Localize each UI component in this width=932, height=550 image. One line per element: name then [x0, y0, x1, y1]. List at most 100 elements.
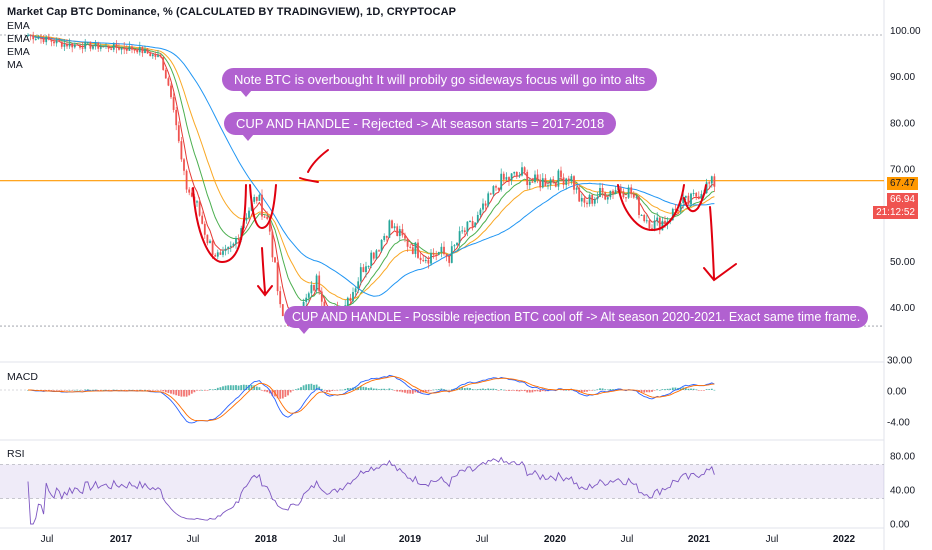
macd-histogram-bar [414, 390, 417, 393]
macd-histogram-bar [479, 388, 482, 390]
annotation-cup-handle-2021[interactable]: CUP AND HANDLE - Possible rejection BTC … [284, 306, 869, 334]
macd-histogram-bar [409, 390, 412, 394]
macd-histogram-bar [510, 390, 513, 391]
macd-histogram-bar [71, 390, 74, 391]
candle-body [183, 159, 185, 171]
macd-histogram-bar [289, 390, 292, 393]
macd-histogram-bar [99, 390, 102, 391]
candle-body [528, 181, 531, 186]
macd-histogram-bar [700, 390, 703, 391]
candle-body [578, 187, 581, 202]
macd-histogram-bar [401, 390, 404, 393]
macd-histogram-bar [500, 389, 503, 390]
macd-histogram-bar [508, 390, 510, 391]
candle-body [281, 304, 284, 317]
candle-body [539, 179, 542, 188]
candle-body [188, 189, 191, 193]
indicator-ma[interactable]: MA [7, 59, 23, 71]
candle-body [159, 55, 162, 58]
time-axis[interactable]: Jul 2017 Jul 2018 Jul 2019 Jul 2020 Jul 2021 Jul 20… [41, 534, 856, 545]
candle-body [128, 46, 131, 51]
candle-body [427, 259, 430, 264]
macd-histogram-bar [224, 385, 227, 390]
candle-body [713, 176, 716, 187]
macd-histogram-bar [250, 385, 253, 390]
chart-title: Market Cap BTC Dominance, % (CALCULATED … [7, 6, 457, 18]
macd-histogram-bar [263, 390, 266, 392]
candle-body [593, 199, 596, 204]
macd-histogram-bar [287, 390, 289, 396]
pane-separators [0, 0, 885, 550]
candle-body [120, 47, 123, 50]
macd-histogram-bar [68, 389, 71, 391]
macd-histogram-bar [203, 390, 206, 391]
macd-histogram-bar [73, 389, 76, 391]
annotation-cup-handle-2017[interactable]: CUP AND HANDLE - Rejected -> Alt season … [224, 112, 617, 141]
check-mark [299, 149, 329, 183]
candle-body [580, 197, 583, 202]
macd-histogram-bar [518, 390, 521, 392]
macd-histogram-bar [331, 390, 334, 391]
candle-body [219, 252, 222, 255]
macd-histogram-bar [55, 390, 58, 391]
candle-body [84, 42, 87, 49]
candle-body [588, 194, 591, 205]
y-tick-label: 40.00 [890, 303, 915, 314]
candle-body [627, 187, 630, 198]
macd-histogram-bar [419, 390, 422, 393]
candle-body [526, 171, 529, 186]
macd-histogram-bar [237, 385, 240, 390]
rsi-label[interactable]: RSI [7, 448, 25, 460]
annotation-note-overbought[interactable]: Note BTC is overbought It will probily g… [222, 68, 658, 97]
candle-body [227, 246, 230, 249]
candle-body [531, 181, 534, 183]
macd-histogram-bar [341, 389, 344, 391]
macd-histogram-bar [474, 389, 477, 391]
indicator-ema-1[interactable]: EMA [7, 20, 30, 32]
candle-body [492, 186, 495, 195]
indicator-ema-2[interactable]: EMA [7, 33, 30, 45]
candle-body [255, 196, 258, 201]
candle-body [375, 250, 378, 259]
candle-body [50, 39, 53, 42]
candle-body [222, 251, 224, 255]
macd-histogram-bar [245, 384, 248, 390]
candle-body [274, 257, 276, 263]
macd-label[interactable]: MACD [7, 371, 38, 383]
candle-body [110, 48, 113, 50]
candle-body [357, 281, 360, 289]
macd-histogram-bar [448, 390, 451, 391]
candle-body [710, 176, 713, 184]
candle-body [232, 243, 235, 246]
indicator-ema-3[interactable]: EMA [7, 46, 30, 58]
candle-body [705, 182, 708, 194]
candle-body [552, 179, 555, 183]
macd-histogram-bar [198, 390, 201, 391]
macd-histogram-bar [495, 389, 497, 390]
macd-histogram-bar [159, 390, 162, 391]
candle-body [27, 35, 29, 37]
candle-body [606, 197, 609, 200]
handle-2020 [683, 184, 707, 213]
macd-histogram-bar [380, 388, 383, 390]
candle-body [37, 38, 40, 40]
price-axis[interactable]: 100.0090.0080.0070.0060.0050.0040.0030.0… [887, 26, 921, 531]
candle-body [196, 201, 198, 203]
macd-histogram-bar [372, 388, 375, 390]
macd-histogram-bar [180, 390, 183, 397]
macd-histogram-bar [656, 389, 659, 390]
macd-histogram-bar [406, 390, 409, 394]
macd-histogram-bar [583, 390, 586, 392]
candle-body [534, 174, 536, 183]
macd-histogram-bar [336, 390, 339, 391]
x-tick-label: 2020 [544, 534, 567, 545]
candle-body [354, 288, 357, 293]
macd-histogram-bar [435, 389, 438, 391]
macd-histogram-bar [651, 390, 653, 392]
macd-histogram-bar [344, 388, 347, 390]
macd-histogram-bar [66, 390, 68, 391]
candle-body [271, 231, 274, 258]
candle-body [263, 216, 266, 218]
candle-body [47, 36, 50, 40]
candle-body [352, 292, 354, 301]
